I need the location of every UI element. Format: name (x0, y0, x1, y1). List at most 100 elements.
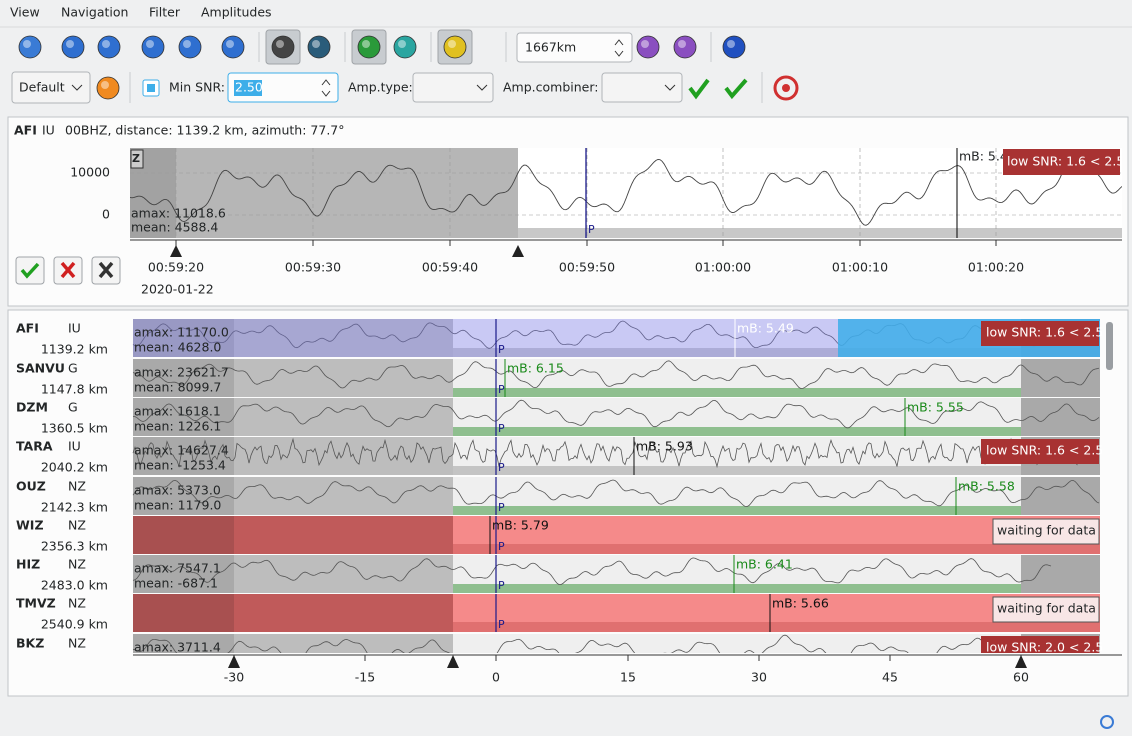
toolbar-icon-glint (146, 40, 154, 48)
signal-bar (453, 544, 1100, 554)
magnitude-label: mB: 5.49 (737, 321, 794, 336)
network-label: IU (68, 321, 81, 336)
toolbar-icon[interactable] (142, 36, 164, 58)
time-axis-label: 15 (620, 670, 636, 685)
snr-checkbox-mark (147, 84, 155, 92)
magnitude-label: mB: 6.15 (507, 361, 564, 376)
toolbar-icon[interactable] (444, 36, 466, 58)
time-tick-label: 01:00:00 (695, 260, 751, 275)
toolbar-icon-glint (101, 81, 109, 89)
trace-row[interactable]: amax: 5373.0mean: 1179.0PmB: 5.58 (133, 477, 1100, 515)
signal-bar (453, 388, 1021, 397)
signal-bar (453, 584, 1021, 593)
trace-row[interactable]: PmB: 5.79waiting for data (133, 516, 1100, 554)
phase-label: P (498, 422, 505, 435)
phase-label: P (498, 343, 505, 356)
toolbar-icon[interactable] (394, 36, 416, 58)
phase-label: P (498, 461, 505, 474)
amax-label: amax: 7547.1 (134, 561, 221, 576)
trace-list: amax: 11170.0mean: 4628.0PmB: 5.49low SN… (16, 319, 1103, 672)
magnitude-label: mB: 5.79 (492, 518, 549, 533)
toolbar-icon[interactable] (19, 36, 41, 58)
toolbar-icon-glint (226, 40, 234, 48)
detail-info: 00BHZ, distance: 1139.2 km, azimuth: 77.… (65, 123, 345, 138)
min-snr-value: 2.50 (235, 80, 263, 95)
amp-combiner-label: Amp.combiner: (503, 80, 598, 95)
toolbar-icon-glint (678, 40, 686, 48)
y-tick-label: 10000 (70, 165, 110, 180)
toolbar-icon[interactable] (272, 36, 294, 58)
magnitude-label: mB: 5.55 (907, 400, 964, 415)
time-tick-label: 00:59:50 (559, 260, 615, 275)
toolbar-icon[interactable] (97, 77, 119, 99)
post-window (1021, 477, 1100, 515)
toolbar-icon[interactable] (222, 36, 244, 58)
trace-row[interactable]: PmB: 5.66waiting for data (133, 594, 1100, 632)
trace-row[interactable]: amax: 7547.1mean: -687.1 PmB: 6.41 (133, 555, 1100, 593)
time-axis-label: 45 (882, 670, 898, 685)
signal-bar (453, 427, 1021, 436)
status-label: waiting for data (997, 523, 1096, 538)
menu-item: Navigation (61, 5, 128, 20)
station-label: OUZ (16, 479, 46, 494)
distance-label: 2483.0 km (41, 578, 108, 593)
phase-label: P (498, 579, 505, 592)
toolbar-icon-glint (312, 40, 320, 48)
toolbar-icon[interactable] (62, 36, 84, 58)
mean-label: mean: 8099.7 (134, 380, 221, 395)
time-tick-label: 00:59:20 (148, 260, 204, 275)
distance-value: 1667km (525, 40, 576, 55)
trace-row[interactable]: amax: 14627.4mean: -1253.4PmB: 5.93low S… (133, 437, 1103, 475)
time-axis-label: 0 (492, 670, 500, 685)
magnitude-label: mB: 5.93 (636, 439, 693, 454)
toolbar-icon[interactable] (98, 36, 120, 58)
toolbar-icon-glint (102, 40, 110, 48)
time-axis-label: -30 (224, 670, 244, 685)
detail-station: AFI (14, 123, 37, 138)
scrollbar[interactable] (1106, 322, 1113, 370)
mean-label: mean: 1179.0 (134, 498, 221, 513)
trace-row[interactable]: amax: 1618.1mean: 1226.1PmB: 5.55 (133, 398, 1100, 436)
phase-label: P (498, 618, 505, 631)
toolbar-icon[interactable] (723, 36, 745, 58)
toolbar-icon[interactable] (637, 36, 659, 58)
amax-label: amax: 23621.7 (134, 365, 229, 380)
signal-bar (453, 506, 1021, 515)
trace-row[interactable]: amax: 11170.0mean: 4628.0PmB: 5.49low SN… (133, 319, 1103, 357)
toolbar-icon-glint (641, 40, 649, 48)
time-tick-label: 00:59:40 (422, 260, 478, 275)
trace-row[interactable]: amax: 23621.7mean: 8099.7PmB: 6.15 (133, 359, 1100, 397)
magnitude-label: mB: 5.58 (958, 479, 1015, 494)
mean-label: mean: -687.1 (134, 576, 218, 591)
toolbar-icon-glint (727, 40, 735, 48)
magnitude-label: mB: 6.41 (736, 557, 793, 572)
amax-label: amax: 11018.6 (131, 206, 226, 221)
status-label: low SNR: 1.6 < 2.5 (1007, 154, 1124, 169)
detail-network: IU (42, 123, 55, 138)
network-label: NZ (68, 557, 86, 572)
status-label: low SNR: 1.6 < 2.5 (986, 325, 1103, 340)
toolbar-icon[interactable] (674, 36, 696, 58)
status-label: waiting for data (997, 601, 1096, 616)
toolbar-icon[interactable] (358, 36, 380, 58)
status-label: low SNR: 1.6 < 2.5 (986, 443, 1103, 458)
date-label: 2020-01-22 (141, 282, 214, 297)
amp-type-combobox[interactable] (413, 73, 493, 102)
amp-type-label: Amp.type: (348, 80, 413, 95)
toolbar-icon[interactable] (179, 36, 201, 58)
network-label: NZ (68, 596, 86, 611)
toolbar-icon[interactable] (308, 36, 330, 58)
station-label: HIZ (16, 557, 40, 572)
distance-label: 2540.9 km (41, 617, 108, 632)
amax-label: amax: 11170.0 (134, 325, 229, 340)
detail-plot: PmB: 5.4low SNR: 1.6 < 2.5Zamax: 11018.6… (130, 148, 1124, 238)
amp-combiner-combobox[interactable] (602, 73, 682, 102)
amax-label: amax: 5373.0 (134, 483, 221, 498)
distance-label: 1139.2 km (41, 342, 108, 357)
time-tick-label: 00:59:30 (285, 260, 341, 275)
station-label: AFI (16, 321, 39, 336)
magnitude-label: mB: 5.4 (959, 149, 1008, 164)
station-label: BKZ (16, 636, 44, 651)
signal-bar (453, 466, 1021, 475)
